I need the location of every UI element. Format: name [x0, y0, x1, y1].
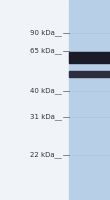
Bar	[69, 71, 110, 77]
Text: 22 kDa__: 22 kDa__	[30, 152, 62, 158]
Bar	[69, 0, 110, 200]
Text: 90 kDa__: 90 kDa__	[30, 30, 62, 36]
Text: 65 kDa__: 65 kDa__	[30, 48, 62, 54]
Text: 40 kDa__: 40 kDa__	[30, 88, 62, 94]
Text: 31 kDa__: 31 kDa__	[30, 114, 62, 120]
Bar	[69, 52, 110, 63]
